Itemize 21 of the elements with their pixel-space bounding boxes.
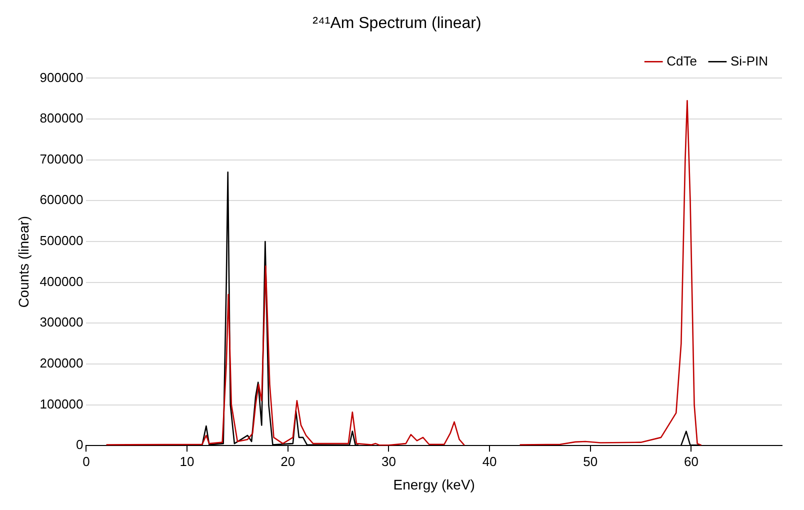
- y-tick-label: 900000: [40, 70, 84, 85]
- chart-title: ²⁴¹Am Spectrum (linear): [312, 15, 482, 32]
- x-tick-label: 60: [684, 454, 698, 469]
- y-tick-label: 100000: [40, 396, 84, 412]
- y-tick-label: 800000: [40, 110, 84, 126]
- x-tick-label: 30: [381, 454, 396, 469]
- y-tick-label: 600000: [40, 192, 84, 208]
- y-tick-label: 500000: [40, 233, 84, 248]
- y-axis-title: Counts (linear): [15, 216, 32, 308]
- x-axis-title: Energy (keV): [393, 476, 475, 492]
- y-tick-label: 300000: [40, 314, 84, 330]
- x-tick-label: 40: [482, 454, 497, 469]
- y-tick-label: 0: [76, 437, 84, 452]
- y-tick-label: 700000: [40, 151, 84, 166]
- x-tick-label: 10: [180, 454, 194, 469]
- y-tick-label: 200000: [40, 356, 84, 371]
- legend-label: Si-PIN: [730, 53, 768, 68]
- legend-label: CdTe: [666, 53, 697, 68]
- y-tick-label: 400000: [40, 274, 84, 289]
- x-tick-label: 20: [280, 454, 296, 469]
- x-tick-label: 50: [583, 454, 598, 469]
